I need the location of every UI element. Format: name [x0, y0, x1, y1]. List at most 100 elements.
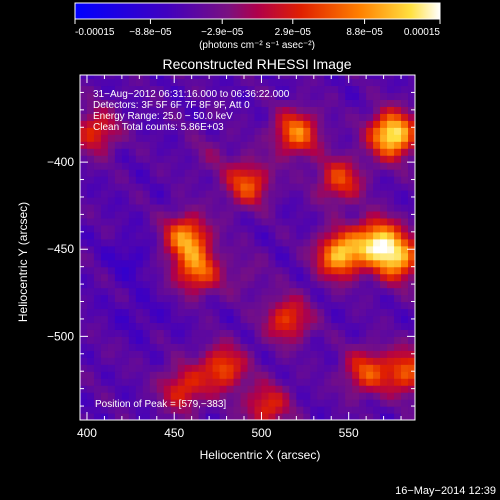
- heatmap-cell: [198, 322, 207, 330]
- heatmap-cell: [121, 120, 130, 128]
- heatmap-cell: [380, 217, 388, 226]
- heatmap-cell: [401, 399, 409, 407]
- heatmap-cell: [408, 273, 415, 282]
- heatmap-cell: [359, 364, 367, 372]
- heatmap-cell: [296, 148, 304, 156]
- heatmap-cell: [387, 399, 395, 407]
- heatmap-cell: [86, 399, 95, 407]
- heatmap-cell: [296, 245, 304, 254]
- heatmap-cell: [205, 336, 214, 344]
- heatmap-cell: [289, 322, 297, 330]
- heatmap-cell: [303, 252, 311, 261]
- heatmap-cell: [324, 266, 332, 275]
- heatmap-cell: [373, 266, 381, 275]
- heatmap-cell: [380, 294, 388, 303]
- heatmap-cell: [345, 259, 353, 268]
- heatmap-cell: [163, 78, 172, 87]
- heatmap-cell: [275, 231, 283, 240]
- heatmap-cell: [86, 315, 95, 324]
- heatmap-cell: [408, 322, 415, 330]
- heatmap-cell: [205, 280, 214, 289]
- heatmap-cell: [240, 127, 249, 135]
- heatmap-cell: [380, 224, 388, 233]
- heatmap-cell: [226, 385, 235, 393]
- heatmap-cell: [149, 217, 158, 226]
- heatmap-cell: [310, 357, 318, 365]
- heatmap-cell: [156, 224, 165, 233]
- heatmap-cell: [268, 413, 277, 420]
- heatmap-cell: [247, 294, 256, 303]
- heatmap-cell: [163, 183, 172, 191]
- heatmap-cell: [135, 336, 144, 344]
- heatmap-cell: [212, 336, 221, 344]
- heatmap-cell: [268, 78, 277, 87]
- heatmap-cell: [198, 259, 207, 268]
- heatmap-cell: [226, 343, 235, 351]
- heatmap-cell: [191, 294, 200, 303]
- heatmap-cell: [345, 210, 353, 219]
- heatmap-cell: [317, 155, 325, 163]
- heatmap-cell: [177, 350, 186, 358]
- heatmap-cell: [261, 273, 270, 282]
- heatmap-cell: [100, 113, 109, 121]
- heatmap-cell: [114, 385, 123, 393]
- heatmap-cell: [275, 148, 283, 156]
- heatmap-cell: [387, 329, 395, 337]
- heatmap-cell: [310, 399, 318, 407]
- heatmap-cell: [212, 134, 221, 142]
- heatmap-cell: [359, 259, 367, 268]
- heatmap-cell: [310, 106, 318, 114]
- heatmap-cell: [303, 266, 311, 275]
- heatmap-cell: [317, 92, 325, 100]
- heatmap-cell: [170, 190, 179, 198]
- heatmap-cell: [338, 385, 346, 393]
- heatmap-cell: [128, 134, 137, 142]
- heatmap-cell: [247, 392, 256, 400]
- heatmap-cell: [275, 273, 283, 282]
- heatmap-cell: [408, 413, 415, 420]
- heatmap-cell: [387, 148, 395, 156]
- heatmap-cell: [352, 392, 360, 400]
- heatmap-cell: [282, 127, 290, 135]
- heatmap-cell: [261, 85, 270, 94]
- heatmap-cell: [394, 350, 402, 358]
- heatmap-cell: [345, 85, 353, 94]
- heatmap-cell: [289, 176, 297, 184]
- heatmap-cell: [408, 155, 415, 163]
- heatmap-cell: [352, 322, 360, 330]
- heatmap-cell: [310, 210, 318, 219]
- heatmap-cell: [177, 252, 186, 261]
- heatmap-cell: [317, 294, 325, 303]
- heatmap-cell: [121, 266, 130, 275]
- heatmap-cell: [352, 287, 360, 296]
- heatmap-cell: [184, 134, 193, 142]
- heatmap-cell: [317, 141, 325, 149]
- heatmap-cell: [387, 141, 395, 149]
- heatmap-cell: [345, 196, 353, 205]
- heatmap-cell: [177, 190, 186, 198]
- heatmap-cell: [135, 148, 144, 156]
- heatmap-cell: [121, 203, 130, 212]
- heatmap-cell: [114, 217, 123, 226]
- heatmap-cell: [289, 224, 297, 233]
- heatmap-cell: [289, 238, 297, 247]
- heatmap-cell: [149, 141, 158, 149]
- heatmap-cell: [198, 238, 207, 247]
- heatmap-cell: [387, 280, 395, 289]
- heatmap-cell: [338, 183, 346, 191]
- heatmap-cell: [205, 266, 214, 275]
- heatmap-cell: [86, 78, 95, 87]
- heatmap-cell: [275, 385, 283, 393]
- heatmap-cell: [191, 106, 200, 114]
- heatmap-cell: [93, 92, 102, 100]
- heatmap-cell: [233, 99, 242, 107]
- heatmap-cell: [100, 127, 109, 135]
- heatmap-cell: [128, 399, 137, 407]
- heatmap-cell: [254, 148, 263, 156]
- heatmap-cell: [324, 322, 332, 330]
- heatmap-cell: [170, 252, 179, 261]
- heatmap-cell: [121, 148, 130, 156]
- heatmap-cell: [93, 336, 102, 344]
- heatmap-cell: [289, 148, 297, 156]
- heatmap-cell: [380, 85, 388, 94]
